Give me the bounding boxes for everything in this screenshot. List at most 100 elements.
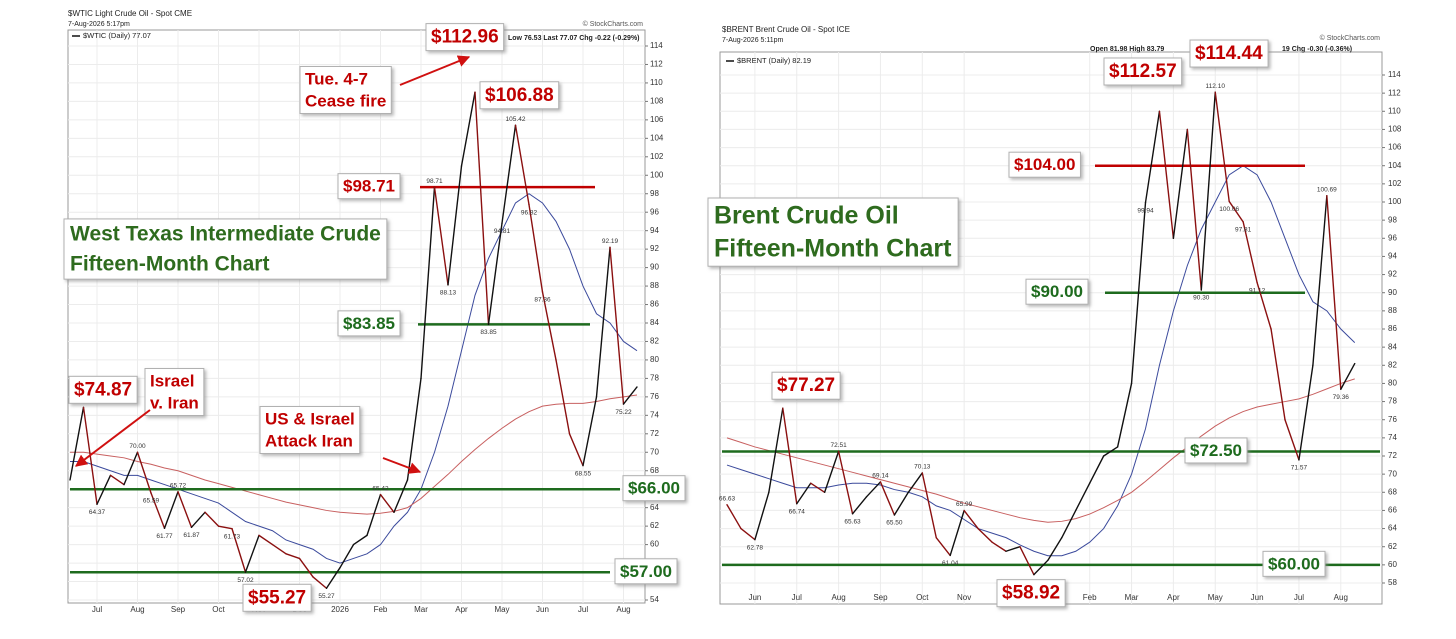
chart-title: Fifteen-Month Chart [70,253,269,276]
price-segment [568,433,584,467]
chart-date: 7-Aug-2026 5:11pm [722,37,784,44]
y-tick-label: 90 [650,263,659,272]
price-segment [879,481,896,516]
value-label: 70.13 [914,464,931,471]
price-segment [609,246,625,405]
price-segment [244,534,260,573]
level-label-box [614,558,678,585]
price-segment [177,491,193,529]
value-label: 96.82 [521,209,538,216]
callout-box [68,375,138,404]
level-label: $104.00 [1014,155,1075,174]
x-tick-label: Jul [792,593,802,602]
price-segment [379,493,395,513]
price-segment [1256,281,1272,330]
price-segment [893,491,910,516]
value-label: 69.14 [872,473,889,480]
y-tick-label: 96 [1388,233,1397,242]
level-label: $66.00 [628,479,680,498]
chart-title: Brent Crude Oil [714,202,899,230]
price-segment [622,386,638,405]
value-label: 91.12 [1249,287,1266,294]
value-label: 97.81 [1235,227,1252,234]
chart-stats: 19 Chg -0.30 (-0.36%) [1282,46,1352,53]
value-label: 68.55 [575,470,592,477]
y-tick-label: 66 [1388,506,1397,515]
annotation-arrow [75,409,151,467]
legend-label: $WTIC (Daily) 77.07 [83,31,151,40]
price-segment [271,543,287,555]
y-tick-label: 68 [1388,487,1397,496]
x-tick-label: Aug [616,605,630,614]
x-tick-label: Nov [957,593,971,602]
price-segment [1116,382,1133,448]
value-label: 88.13 [440,290,457,297]
price-segment [1228,200,1244,223]
y-tick-label: 94 [1388,252,1397,261]
chart-stats: Open 81.98 High 83.79 [1090,46,1164,53]
callout-box [242,583,312,612]
value-label: 105.42 [506,116,526,123]
price-segment [136,451,152,494]
price-segment [393,479,409,513]
y-tick-label: 98 [650,189,659,198]
callout-box [996,579,1066,608]
annotation: Cease fire [305,91,386,110]
price-segment [69,406,85,481]
level-label: $72.50 [1190,441,1242,460]
x-tick-label: Aug [1334,593,1348,602]
y-tick-label: 64 [1388,524,1397,533]
value-label: 98.71 [426,178,443,185]
x-tick-label: Jul [92,605,102,614]
y-tick-label: 64 [650,503,659,512]
x-tick-label: Oct [212,605,225,614]
y-tick-label: 78 [1388,397,1397,406]
y-tick-label: 78 [650,374,659,383]
price-segment [1326,195,1342,390]
chart-source: © StockCharts.com [1320,34,1381,42]
y-tick-label: 72 [1388,451,1397,460]
y-tick-label: 114 [1388,70,1401,79]
price-segment [96,474,112,505]
y-tick-label: 70 [650,447,659,456]
price-segment [150,492,166,529]
annotation: Attack Iran [265,431,353,450]
price-segment [123,451,139,486]
level-label: $98.71 [343,177,395,196]
chart-title: West Texas Intermediate Crude [70,223,381,246]
x-tick-label: Sep [171,605,186,614]
value-label: 65.50 [886,520,903,527]
price-segment [1312,195,1328,366]
price-segment [447,165,463,286]
price-segment [231,527,247,573]
y-tick-label: 104 [1388,161,1402,170]
value-label: 87.36 [534,297,551,304]
callout-label: $114.44 [1195,43,1263,64]
y-tick-label: 106 [650,115,664,124]
price-segment [217,525,233,530]
y-tick-label: 82 [650,337,659,346]
price-segment [420,186,436,380]
y-tick-label: 102 [1388,179,1402,188]
price-segment [768,407,784,493]
price-segment [339,543,355,569]
y-tick-label: 74 [1388,433,1397,442]
price-segment [1158,110,1175,239]
price-segment [1200,91,1216,291]
price-segment [109,474,125,486]
callout-box [1103,57,1183,86]
level-label: $83.85 [343,314,395,333]
y-tick-label: 86 [1388,324,1397,333]
y-tick-label: 98 [1388,215,1397,224]
callout-box [425,23,505,52]
value-label: 92.19 [602,238,619,245]
level-label: $57.00 [620,562,672,581]
price-segment [991,541,1007,552]
annotation: Tue. 4-7 [305,69,368,88]
x-tick-label: Jul [1294,593,1304,602]
price-segment [907,472,923,493]
x-tick-label: Jun [536,605,549,614]
price-segment [528,203,544,293]
price-segment [796,482,812,505]
